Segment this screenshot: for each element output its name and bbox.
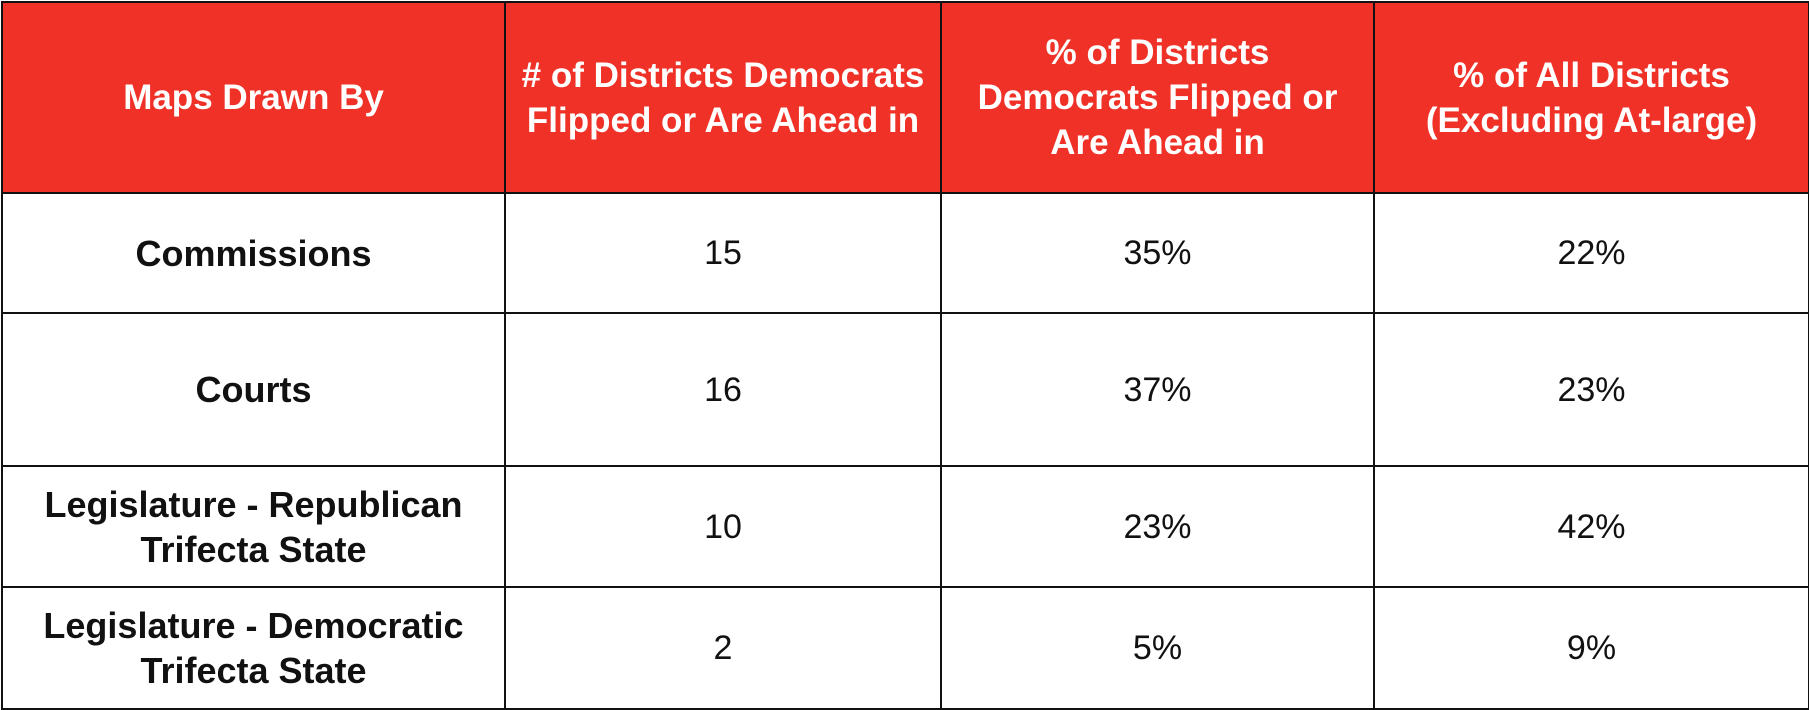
pct-flipped-cell: 23%	[940, 465, 1375, 588]
row-label: Legislature - Democratic Trifecta State	[43, 605, 464, 691]
row-label: Commissions	[135, 232, 372, 274]
row-label-cell: Legislature - Democratic Trifecta State	[1, 586, 506, 710]
header-maps-drawn-by: Maps Drawn By	[1, 1, 506, 194]
pct-all-cell: 42%	[1373, 465, 1809, 588]
header-label: # of Districts Democrats Flipped or Are …	[521, 55, 925, 140]
header-percent-of-districts: % of Districts Democrats Flipped or Are …	[940, 1, 1375, 194]
count-cell: 10	[504, 465, 942, 588]
table-row: Legislature - Republican Trifecta State …	[1, 465, 1809, 588]
table-header: Maps Drawn By # of Districts Democrats F…	[1, 1, 1809, 194]
count-cell: 16	[504, 312, 942, 467]
count-cell: 15	[504, 192, 942, 314]
pct-flipped-cell: 35%	[940, 192, 1375, 314]
pct-all-cell: 9%	[1373, 586, 1809, 710]
table-row: Courts 16 37% 23%	[1, 312, 1809, 467]
pct-flipped-cell: 37%	[940, 312, 1375, 467]
header-label: Maps Drawn By	[123, 78, 384, 117]
row-label-cell: Courts	[1, 312, 506, 467]
table-row: Legislature - Democratic Trifecta State …	[1, 586, 1809, 710]
header-number-of-districts: # of Districts Democrats Flipped or Are …	[504, 1, 942, 194]
pct-all-cell: 23%	[1373, 312, 1809, 467]
row-label: Legislature - Republican Trifecta State	[44, 483, 463, 570]
header-label: % of All Districts (Excluding At-large)	[1425, 55, 1758, 140]
header-row: Maps Drawn By # of Districts Democrats F…	[1, 1, 1809, 194]
count-cell: 2	[504, 586, 942, 710]
row-label-cell: Legislature - Republican Trifecta State	[1, 465, 506, 588]
pct-flipped-cell: 5%	[940, 586, 1375, 710]
table-row: Commissions 15 35% 22%	[1, 192, 1809, 314]
header-percent-of-all-districts: % of All Districts (Excluding At-large)	[1373, 1, 1809, 194]
pct-all-cell: 22%	[1373, 192, 1809, 314]
row-label-cell: Commissions	[1, 192, 506, 314]
table-body: Commissions 15 35% 22% Courts 16 37% 23%…	[1, 192, 1809, 710]
header-label: % of Districts Democrats Flipped or Are …	[977, 33, 1338, 162]
row-label: Courts	[195, 369, 312, 410]
